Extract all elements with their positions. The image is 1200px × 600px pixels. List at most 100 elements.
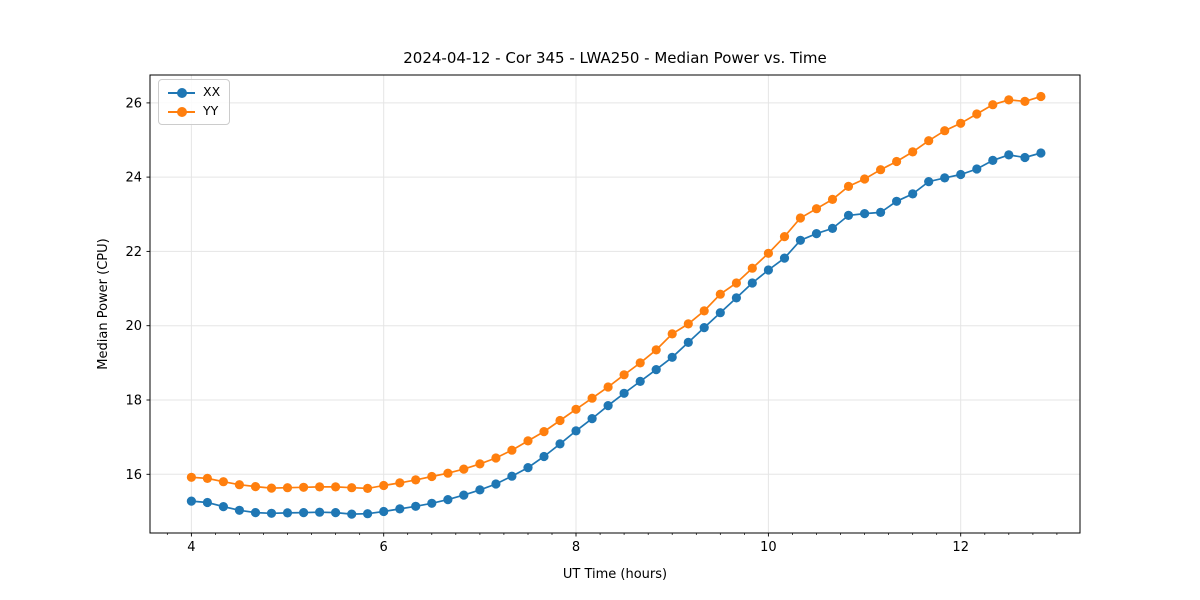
y-axis-ticks: 16 18 20 22 24 26 (125, 96, 150, 483)
series-yy-marker (699, 306, 709, 316)
series-yy-marker (603, 382, 613, 392)
grid-lines (150, 75, 1080, 533)
series-yy-marker (331, 482, 341, 492)
series-xx-marker (234, 505, 244, 515)
series-xx-marker (603, 401, 613, 411)
series-yy-marker (892, 156, 902, 167)
series-yy-marker (972, 109, 982, 119)
series-xx-marker (411, 501, 421, 511)
series-yy-marker (635, 358, 645, 368)
series-xx-marker (619, 388, 629, 398)
x-tick-label: 6 (380, 540, 388, 555)
series-xx-marker (587, 414, 597, 424)
series-xx-marker (892, 196, 902, 206)
series-xx-marker (811, 229, 822, 239)
data-series (186, 91, 1046, 519)
series-yy-marker (491, 453, 501, 463)
series-yy-marker (218, 477, 228, 487)
x-tick-label: 12 (952, 540, 969, 555)
series-yy-marker (1020, 96, 1030, 106)
legend-swatch-yy-icon (168, 106, 195, 117)
series-xx-marker (395, 504, 405, 514)
series-yy-marker (811, 204, 822, 214)
series-xx-marker (363, 509, 373, 519)
series-yy-marker (747, 263, 757, 273)
series-yy-marker (315, 482, 325, 492)
series-yy-marker (363, 483, 373, 493)
series-yy-marker (475, 459, 485, 469)
y-tick-label: 24 (125, 171, 142, 186)
series-xx-marker (571, 426, 581, 436)
x-axis-ticks: 4 6 8 10 12 (166, 533, 1058, 555)
series-xx-marker (250, 507, 261, 518)
series-yy-marker (555, 415, 565, 426)
series-yy-marker (940, 126, 950, 136)
series-yy-marker (908, 147, 918, 157)
series-xx-marker (972, 164, 982, 174)
series-yy-marker (523, 436, 533, 446)
series-yy-marker (266, 483, 277, 493)
series-yy-marker (683, 319, 693, 329)
series-xx-marker (315, 507, 325, 517)
series-xx-marker (427, 498, 437, 508)
series-yy-marker (587, 393, 597, 403)
series-yy-marker (299, 482, 309, 492)
legend: XX YY (158, 79, 231, 125)
series-xx-marker (331, 507, 341, 518)
x-axis-label: UT Time (hours) (563, 567, 667, 582)
series-xx-marker (539, 451, 549, 462)
series-xx-marker (1020, 152, 1030, 163)
series-yy-marker (731, 278, 742, 288)
series-yy-marker (956, 118, 966, 128)
series-xx-marker (699, 323, 709, 333)
series-xx-marker (908, 189, 918, 199)
series-xx-marker (651, 365, 661, 375)
y-tick-label: 22 (125, 245, 142, 260)
series-xx-marker (747, 278, 757, 288)
series-xx-marker (731, 293, 742, 303)
series-yy-marker (250, 482, 261, 492)
legend-item-xx: XX (168, 85, 220, 100)
legend-swatch-xx-icon (168, 87, 195, 98)
series-yy-marker (988, 100, 998, 110)
series-xx-marker (555, 439, 565, 449)
series-xx-marker (266, 508, 277, 518)
x-tick-label: 10 (760, 540, 777, 555)
series-yy-marker (876, 165, 886, 175)
series-xx-marker (459, 490, 469, 500)
series-xx-marker (218, 502, 228, 512)
series-yy-marker (202, 473, 212, 483)
series-xx-marker (282, 508, 293, 518)
series-yy-marker (347, 483, 357, 493)
series-yy-marker (715, 289, 725, 299)
series-yy-marker (651, 345, 661, 355)
series-xx-marker (956, 169, 966, 180)
series-xx (186, 148, 1046, 519)
series-xx-marker (795, 235, 806, 245)
series-xx-marker (683, 337, 693, 347)
series-yy-marker (282, 483, 293, 493)
series-xx-marker (186, 496, 196, 506)
series-yy-marker (507, 445, 517, 455)
series-xx-marker (475, 485, 485, 495)
series-yy-marker (395, 478, 405, 488)
series-xx-marker (635, 376, 645, 386)
series-yy-marker (234, 480, 244, 490)
series-yy-marker (571, 404, 581, 414)
chart-title: 2024-04-12 - Cor 345 - LWA250 - Median P… (403, 49, 827, 67)
series-xx-marker (443, 495, 453, 505)
series-yy-marker (795, 213, 806, 223)
series-xx-marker (347, 509, 357, 519)
series-xx-marker (940, 173, 950, 183)
series-xx-marker (763, 265, 774, 275)
series-xx-marker (779, 253, 790, 263)
series-xx-marker (715, 308, 725, 318)
series-yy-marker (1036, 91, 1046, 102)
series-xx-marker (667, 352, 677, 362)
y-tick-label: 16 (125, 468, 142, 483)
series-yy-marker (860, 174, 870, 184)
series-xx-marker (299, 507, 309, 518)
series-yy-marker (186, 472, 196, 482)
series-yy-marker (539, 427, 549, 437)
series-yy-marker (924, 136, 934, 146)
